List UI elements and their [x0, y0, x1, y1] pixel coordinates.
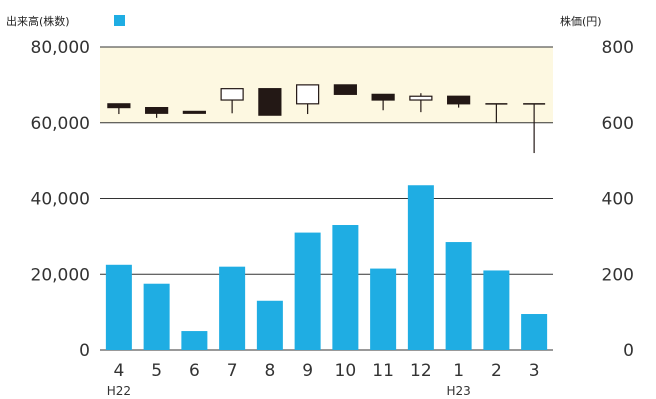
volume-bar: [370, 268, 397, 350]
volume-bar: [483, 270, 510, 350]
candle-body: [296, 84, 320, 105]
volume-bar: [181, 331, 208, 350]
right-tick-label: 400: [602, 190, 634, 210]
left-tick-label: 80,000: [31, 38, 90, 58]
x-tick-label: 11: [372, 361, 394, 381]
right-tick-label: 600: [602, 114, 634, 134]
right-tick-label: 200: [602, 265, 634, 285]
x-tick-label: 7: [227, 361, 238, 381]
price-band-background: [100, 47, 553, 123]
volume-bar: [521, 314, 548, 350]
candle-body: [107, 103, 131, 109]
volume-bar: [407, 185, 434, 350]
x-tick-label: 4: [113, 361, 124, 381]
volume-bar: [445, 242, 472, 350]
candle-body: [409, 95, 433, 101]
volume-bar: [219, 266, 246, 350]
volume-bar: [294, 232, 321, 350]
x-tick-label: 8: [264, 361, 275, 381]
candle-body: [220, 88, 244, 101]
x-tick-label: 6: [189, 361, 200, 381]
right-tick-label: 800: [602, 38, 634, 58]
x-tick-label: 2: [491, 361, 502, 381]
x-tick-label: 1: [453, 361, 464, 381]
left-tick-label: 60,000: [31, 114, 90, 134]
left-tick-label: 0: [79, 341, 90, 361]
legend-swatch: [114, 15, 125, 26]
candle-body: [447, 95, 471, 105]
candle-body: [182, 110, 206, 114]
volume-bar: [332, 225, 359, 350]
volume-bar: [256, 300, 283, 350]
left-axis-title: 出来高(株数): [6, 14, 70, 28]
volume-bar: [105, 264, 132, 350]
x-tick-label: 12: [410, 361, 432, 381]
price-candles: [107, 84, 546, 154]
x-tick-label: 3: [529, 361, 540, 381]
x-tick-label: 9: [302, 361, 313, 381]
left-tick-label: 20,000: [31, 265, 90, 285]
volume-bars: [105, 185, 548, 350]
candle-body: [145, 106, 169, 114]
candle-body: [333, 84, 357, 95]
x-tick-label: 10: [335, 361, 357, 381]
volume-bar: [143, 283, 170, 350]
candle-body: [258, 88, 282, 116]
x-tick-label: 5: [151, 361, 162, 381]
gridlines: [100, 46, 553, 351]
era-label: H22: [107, 384, 131, 398]
left-axis-ticks: 0 20,000 40,000 60,000 80,000: [31, 38, 90, 361]
right-axis-title: 株価(円): [560, 14, 602, 28]
candle-body: [371, 93, 395, 101]
right-tick-label: 0: [623, 341, 634, 361]
era-label: H23: [446, 384, 470, 398]
right-axis-ticks: 0 200 400 600 800: [602, 38, 634, 361]
left-tick-label: 40,000: [31, 190, 90, 210]
